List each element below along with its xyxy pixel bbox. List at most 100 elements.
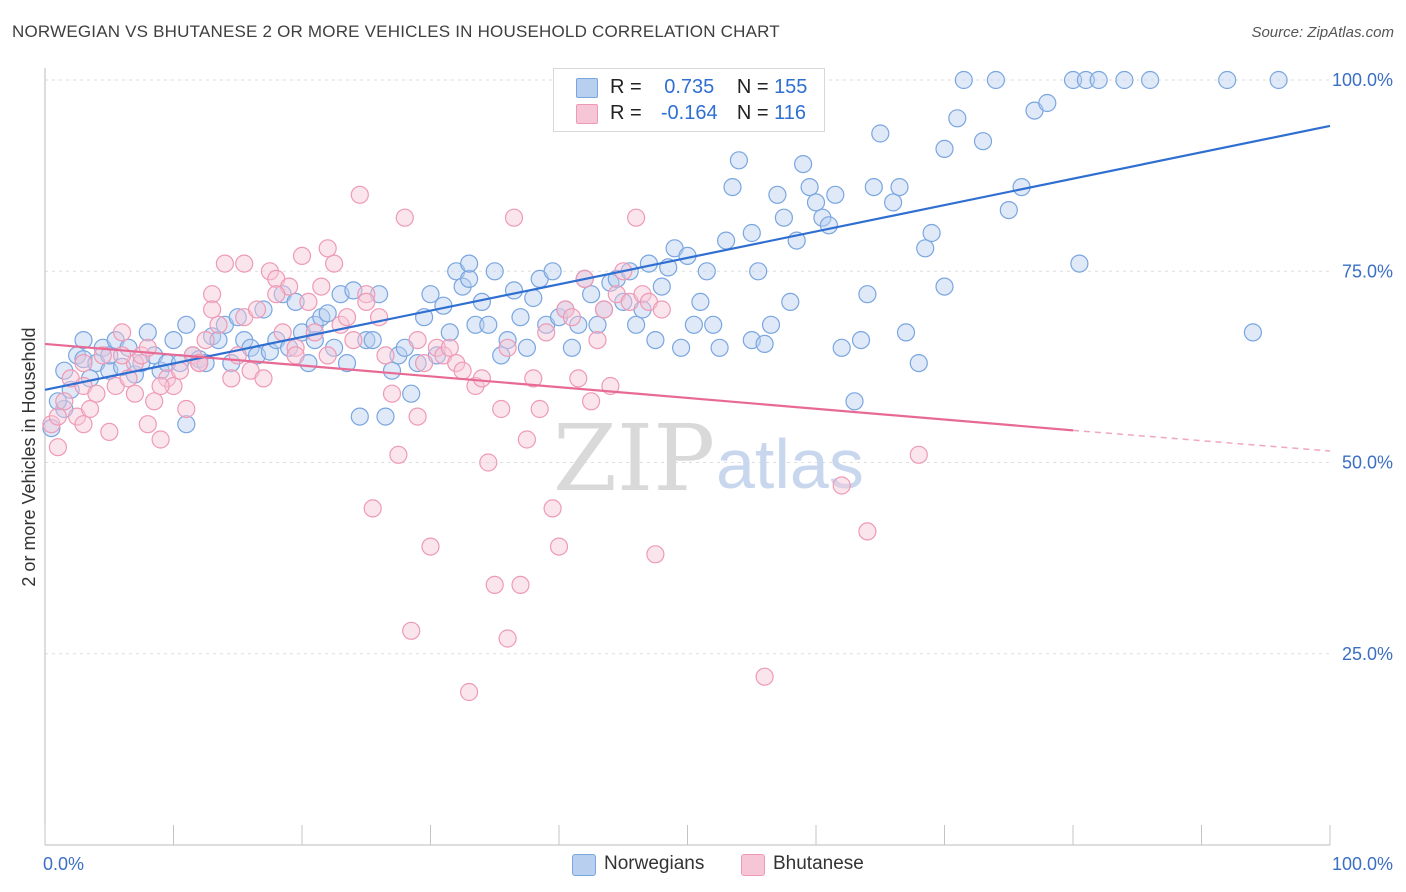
data-point-norwegians bbox=[164, 331, 183, 350]
data-point-bhutanese bbox=[151, 430, 170, 449]
data-point-bhutanese bbox=[337, 308, 357, 327]
data-point-bhutanese bbox=[80, 399, 100, 419]
data-point-bhutanese bbox=[543, 499, 562, 518]
data-point-bhutanese bbox=[357, 292, 376, 311]
data-point-norwegians bbox=[318, 304, 337, 323]
data-point-bhutanese bbox=[562, 308, 582, 327]
data-point-bhutanese bbox=[196, 331, 215, 350]
data-point-norwegians bbox=[286, 292, 305, 311]
data-point-bhutanese bbox=[511, 575, 530, 595]
data-point-norwegians bbox=[492, 346, 511, 365]
data-point-bhutanese bbox=[389, 445, 408, 464]
data-point-norwegians bbox=[819, 216, 839, 235]
data-point-bhutanese bbox=[125, 384, 144, 403]
data-point-bhutanese bbox=[299, 292, 318, 311]
data-point-norwegians bbox=[986, 70, 1006, 90]
data-point-norwegians bbox=[909, 354, 928, 373]
data-point-norwegians bbox=[832, 338, 851, 357]
data-point-norwegians bbox=[1243, 323, 1263, 342]
data-point-norwegians bbox=[729, 151, 749, 170]
data-point-bhutanese bbox=[170, 361, 189, 380]
data-point-bhutanese bbox=[138, 415, 157, 434]
data-point-bhutanese bbox=[267, 285, 286, 304]
data-point-norwegians bbox=[466, 315, 485, 334]
data-point-bhutanese bbox=[652, 300, 671, 319]
data-point-norwegians bbox=[1076, 70, 1096, 90]
data-point-bhutanese bbox=[344, 331, 363, 350]
data-point-norwegians bbox=[517, 338, 537, 357]
data-point-norwegians bbox=[890, 178, 909, 197]
legend-r-label: R = bbox=[610, 76, 642, 98]
data-point-norwegians bbox=[1089, 70, 1108, 90]
data-point-norwegians bbox=[363, 331, 382, 350]
data-point-bhutanese bbox=[626, 208, 646, 227]
data-point-bhutanese bbox=[376, 346, 395, 365]
data-point-bhutanese bbox=[588, 331, 607, 350]
data-point-bhutanese bbox=[74, 354, 93, 373]
data-point-norwegians bbox=[1218, 70, 1237, 90]
data-point-norwegians bbox=[697, 262, 716, 281]
data-point-norwegians bbox=[704, 315, 723, 334]
data-point-bhutanese bbox=[209, 315, 228, 334]
data-point-bhutanese bbox=[460, 682, 479, 702]
data-point-norwegians bbox=[337, 354, 357, 373]
data-point-bhutanese bbox=[177, 399, 196, 419]
points-layer bbox=[42, 70, 1288, 702]
data-point-norwegians bbox=[646, 331, 665, 350]
data-point-norwegians bbox=[1269, 70, 1288, 90]
data-point-bhutanese bbox=[479, 453, 498, 472]
data-point-bhutanese bbox=[504, 208, 524, 227]
data-point-norwegians bbox=[871, 124, 890, 143]
data-point-norwegians bbox=[254, 300, 273, 319]
data-point-norwegians bbox=[325, 338, 344, 357]
data-point-norwegians bbox=[408, 354, 427, 373]
data-point-bhutanese bbox=[112, 323, 132, 342]
watermark-zip: ZIP bbox=[553, 405, 715, 512]
data-point-bhutanese bbox=[42, 415, 61, 434]
data-point-norwegians bbox=[652, 277, 671, 296]
data-point-norwegians bbox=[504, 281, 524, 300]
data-point-norwegians bbox=[826, 185, 845, 204]
data-point-bhutanese bbox=[408, 407, 427, 426]
data-point-norwegians bbox=[543, 262, 562, 281]
data-point-bhutanese bbox=[164, 376, 183, 396]
data-point-norwegians bbox=[511, 308, 530, 327]
data-point-norwegians bbox=[691, 292, 710, 311]
data-point-norwegians bbox=[138, 323, 157, 342]
data-point-bhutanese bbox=[537, 323, 556, 342]
data-point-norwegians bbox=[460, 269, 479, 288]
data-point-bhutanese bbox=[247, 300, 267, 319]
bottom-legend-label-bhutanese: Bhutanese bbox=[773, 853, 864, 874]
data-point-norwegians bbox=[350, 407, 369, 426]
data-point-bhutanese bbox=[832, 476, 851, 495]
data-point-bhutanese bbox=[93, 346, 112, 365]
data-point-bhutanese bbox=[318, 239, 337, 258]
data-point-norwegians bbox=[460, 254, 479, 273]
data-point-bhutanese bbox=[254, 369, 273, 388]
data-point-bhutanese bbox=[48, 438, 68, 457]
data-point-norwegians bbox=[389, 346, 408, 365]
legend-text-norwegians: R = 0.735 N = 155 bbox=[610, 76, 807, 99]
chart-title: NORWEGIAN VS BHUTANESE 2 OR MORE VEHICLE… bbox=[12, 22, 780, 41]
data-point-norwegians bbox=[581, 285, 601, 304]
source-label: Source: ZipAtlas.com bbox=[1251, 24, 1394, 41]
bottom-legend-label-norwegians: Norwegians bbox=[604, 853, 705, 874]
data-point-bhutanese bbox=[498, 629, 517, 648]
data-point-norwegians bbox=[864, 178, 883, 197]
y-tick-labels: 25.0% 50.0% 75.0% 100.0% bbox=[1332, 70, 1393, 664]
data-point-bhutanese bbox=[447, 354, 466, 373]
data-point-bhutanese bbox=[87, 384, 106, 403]
data-point-norwegians bbox=[999, 201, 1018, 220]
data-point-bhutanese bbox=[427, 338, 446, 357]
data-point-norwegians bbox=[1070, 254, 1089, 273]
bottom-legend-swatch-norwegians bbox=[572, 854, 596, 876]
data-point-norwegians bbox=[858, 285, 877, 304]
data-point-bhutanese bbox=[402, 621, 421, 640]
data-point-norwegians bbox=[376, 407, 395, 426]
data-point-norwegians bbox=[382, 361, 402, 380]
trend-layer bbox=[44, 124, 1331, 452]
data-point-norwegians bbox=[421, 285, 440, 304]
data-point-bhutanese bbox=[472, 369, 491, 388]
watermark-atlas: atlas bbox=[716, 425, 864, 503]
data-point-norwegians bbox=[883, 193, 903, 212]
